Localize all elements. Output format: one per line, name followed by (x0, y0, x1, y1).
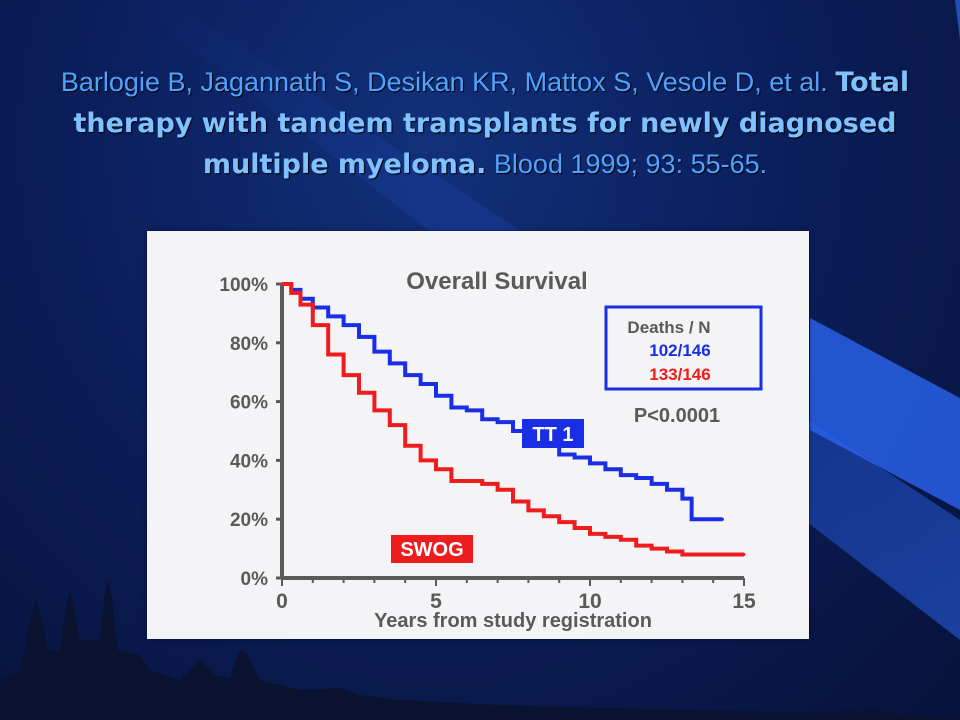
data-point-swog (634, 544, 638, 548)
data-point-tt1 (680, 497, 684, 501)
citation-text: Barlogie B, Jagannath S, Desikan KR, Mat… (40, 62, 930, 185)
data-point-swog (511, 500, 515, 504)
x-axis-label: Years from study registration (374, 610, 652, 632)
y-tick-label: 100% (219, 275, 268, 296)
data-point-swog (403, 444, 407, 448)
x-tick-label: 0 (276, 590, 288, 613)
data-point-swog (526, 508, 530, 512)
swog-label-box (391, 535, 473, 563)
data-point-tt1 (665, 488, 669, 492)
citation-source: Blood 1999; 93: 55-65. (493, 149, 768, 179)
data-point-tt1 (557, 453, 561, 457)
data-point-swog (619, 538, 623, 542)
cathedral-silhouette (0, 580, 960, 720)
series-line-swog (282, 282, 744, 557)
data-point-swog (326, 353, 330, 357)
data-point-swog (603, 535, 607, 539)
data-point-tt1 (326, 314, 330, 318)
y-tick-label: 80% (230, 334, 268, 355)
data-point-swog (496, 488, 500, 492)
data-point-swog (298, 303, 302, 307)
data-point-tt1 (603, 467, 607, 471)
chart-axes: 0% 20% 40% 60% 80% 100% 0 5 10 15 (219, 275, 756, 613)
data-point-swog (573, 526, 577, 530)
legend-header: Deaths / N (627, 318, 710, 337)
data-point-swog (311, 323, 315, 327)
data-point-tt1 (690, 517, 694, 521)
data-point-tt1 (711, 517, 715, 521)
data-point-swog (419, 458, 423, 462)
data-point-swog (342, 373, 346, 377)
data-point-swog (372, 408, 376, 412)
y-tick-label: 40% (230, 451, 268, 472)
data-point-tt1 (573, 455, 577, 459)
citation-authors: Barlogie B, Jagannath S, Desikan KR, Mat… (60, 67, 828, 97)
data-point-swog (357, 391, 361, 395)
legend-entry-tt1: 102/146 (649, 341, 710, 360)
survival-chart: Overall Survival 0% 20% 40% 60% 80% 100% 0 5 10 1… (219, 268, 763, 632)
y-tick-label: 0% (241, 569, 269, 590)
data-point-swog (449, 479, 453, 483)
data-point-swog (465, 479, 469, 483)
data-point-swog (388, 423, 392, 427)
data-point-swog (557, 520, 561, 524)
data-point-swog (480, 482, 484, 486)
data-point-swog (289, 291, 293, 295)
data-point-swog (711, 552, 715, 556)
data-point-tt1 (650, 482, 654, 486)
data-point-tt1 (388, 361, 392, 365)
swog-label: SWOG (400, 539, 463, 561)
data-point-tt1 (403, 373, 407, 377)
data-point-tt1 (465, 408, 469, 412)
data-point-tt1 (357, 335, 361, 339)
legend-box (604, 305, 763, 391)
citation-title: Total therapy with tandem transplants fo… (73, 67, 910, 180)
data-point-swog (434, 467, 438, 471)
data-point-swog (650, 547, 654, 551)
data-point-tt1 (511, 429, 515, 433)
tt1-label: TT 1 (532, 424, 573, 446)
x-tick-label: 10 (578, 590, 601, 613)
data-point-tt1 (634, 476, 638, 480)
y-tick-label: 60% (230, 393, 268, 414)
corner-triangle (955, 0, 960, 40)
data-point-tt1 (449, 405, 453, 409)
data-point-tt1 (372, 350, 376, 354)
data-point-tt1 (588, 461, 592, 465)
data-point-swog (665, 550, 669, 554)
survival-chart-panel: Overall Survival 0% 20% 40% 60% 80% 100% 0 5 10 1… (147, 231, 809, 639)
data-point-tt1 (496, 420, 500, 424)
data-point-swog (680, 552, 684, 556)
data-point-tt1 (342, 323, 346, 327)
p-value: P<0.0001 (634, 405, 720, 427)
y-tick-label: 20% (230, 510, 268, 531)
data-point-tt1 (480, 417, 484, 421)
data-point-swog (588, 532, 592, 536)
data-point-tt1 (720, 517, 724, 521)
light-beam-edge (810, 318, 960, 510)
data-point-tt1 (419, 382, 423, 386)
x-tick-label: 5 (430, 590, 442, 613)
series-line-tt1 (282, 282, 723, 522)
data-point-tt1 (434, 394, 438, 398)
chart-title: Overall Survival (406, 268, 587, 295)
x-tick-label: 15 (732, 590, 756, 613)
tt1-label-box (522, 419, 584, 448)
data-point-tt1 (619, 473, 623, 477)
data-point-swog (542, 514, 546, 518)
data-point-swog (742, 552, 746, 556)
chart-series (282, 282, 746, 557)
legend-entry-swog: 133/146 (649, 365, 710, 384)
